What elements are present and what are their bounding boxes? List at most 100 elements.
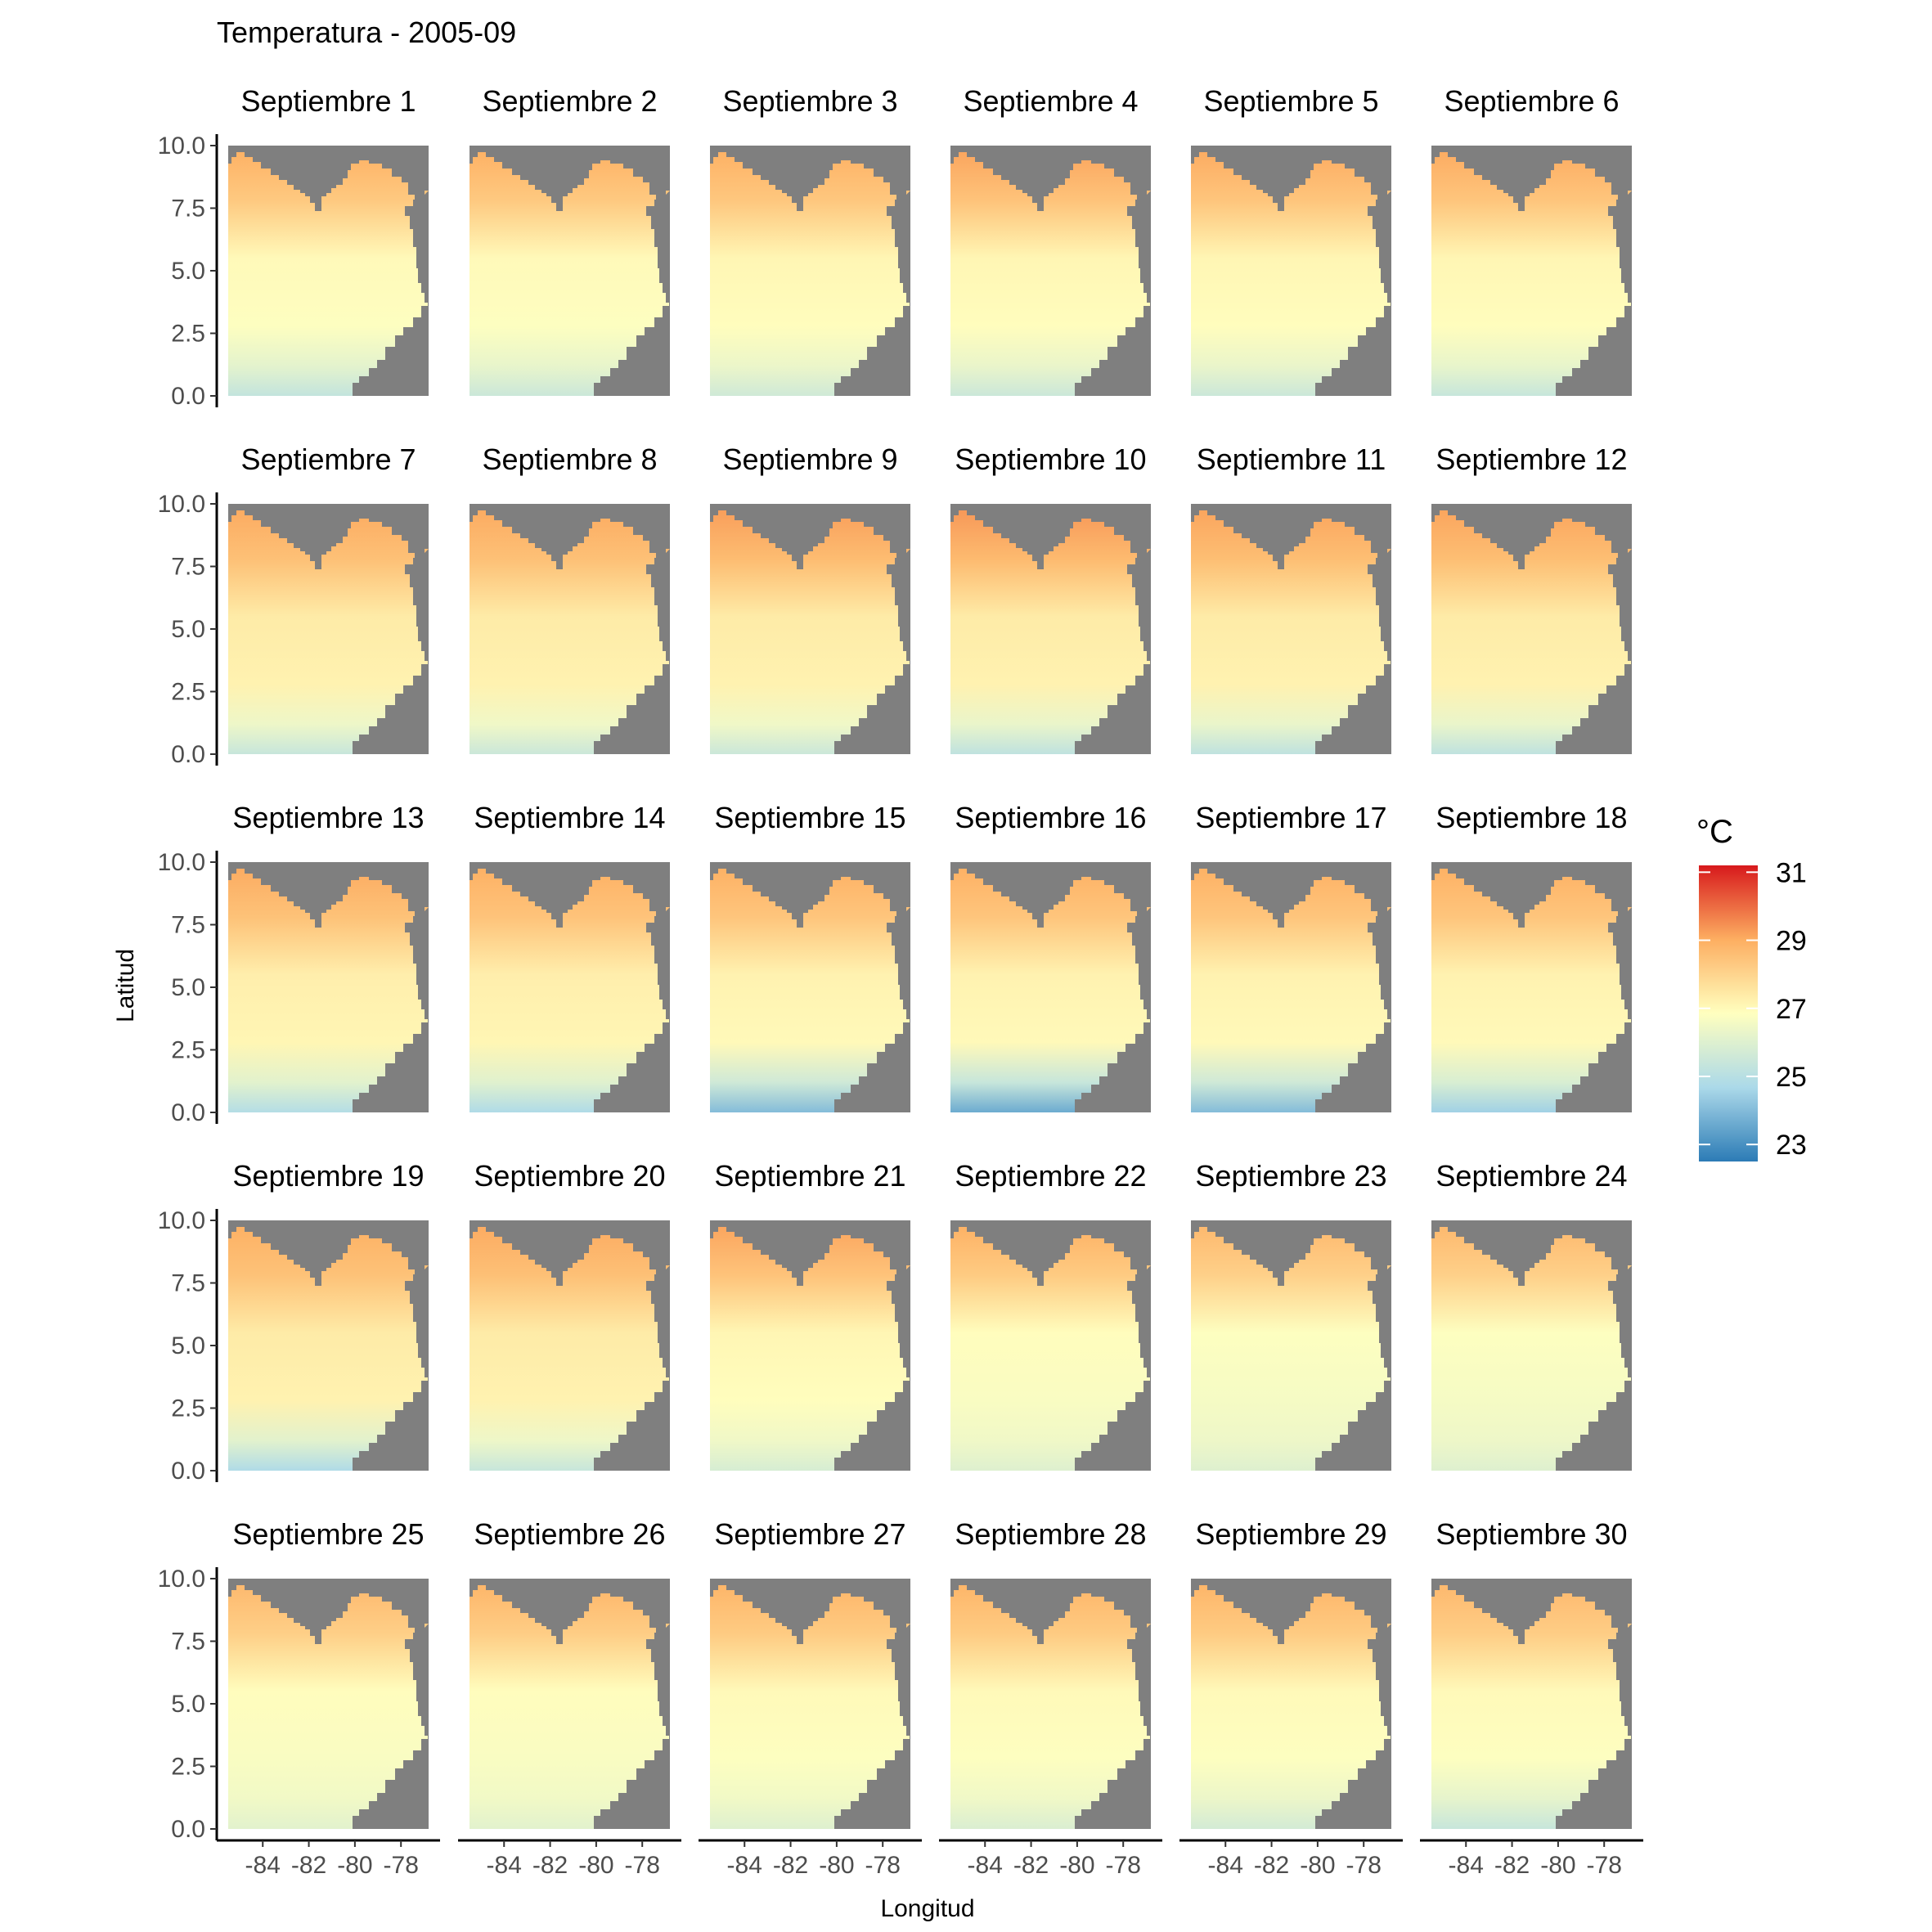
land-mask-east [594, 191, 670, 396]
facet-strip-label: Septiembre 17 [1195, 801, 1386, 834]
land-mask-east [1315, 191, 1391, 396]
y-tick-label: 2.5 [171, 321, 205, 348]
facet-panel: Septiembre 2 [470, 84, 670, 396]
land-mask-north [710, 1220, 910, 1286]
y-tick-label: 2.5 [171, 1754, 205, 1781]
facet-strip-label: Septiembre 5 [1203, 84, 1378, 118]
x-tick-label: -84 [1208, 1852, 1243, 1879]
facet-strip-label: Septiembre 28 [955, 1517, 1146, 1551]
land-mask-east [1556, 907, 1632, 1112]
x-axis: -84 -82 -80 -78 [699, 1839, 922, 1879]
x-tick-label: -84 [487, 1852, 522, 1879]
y-axis: 0.0 2.5 5.0 7.5 10.0 [158, 133, 218, 410]
land-mask-east [353, 1265, 429, 1471]
facet-panel: Septiembre 18 [1431, 801, 1632, 1112]
facet-panel: Septiembre 23 [1191, 1159, 1391, 1471]
land-mask-north [1431, 1220, 1632, 1286]
legend-colorbar [1699, 865, 1758, 1161]
land-mask-north [470, 1579, 670, 1644]
y-axis: 0.0 2.5 5.0 7.5 10.0 [158, 491, 218, 768]
facet-strip-label: Septiembre 6 [1444, 84, 1619, 118]
facet-panel: Septiembre 19 [228, 1159, 429, 1471]
x-tick-label: -84 [727, 1852, 762, 1879]
y-tick-label: 2.5 [171, 679, 205, 706]
legend-title: °C [1696, 814, 1733, 850]
facet-strip-label: Septiembre 20 [474, 1159, 665, 1193]
land-mask-east [594, 907, 670, 1112]
facet-strip-label: Septiembre 14 [474, 801, 665, 834]
facet-panel: Septiembre 25 [228, 1517, 429, 1829]
x-axis: -84 -82 -80 -78 [217, 1839, 440, 1879]
facet-strip-label: Septiembre 8 [482, 443, 657, 476]
x-tick-label: -82 [773, 1852, 808, 1879]
land-mask-north [228, 146, 429, 211]
land-mask-north [470, 504, 670, 569]
y-tick-label: 5.0 [171, 258, 205, 285]
facet-strip-label: Septiembre 19 [232, 1159, 424, 1193]
y-tick-label: 10.0 [158, 849, 205, 876]
facet-panel: Septiembre 30 [1431, 1517, 1632, 1829]
land-mask-north [950, 504, 1151, 569]
y-tick-label: 5.0 [171, 1691, 205, 1718]
facet-panel: Septiembre 28 [950, 1517, 1151, 1829]
land-mask-north [228, 504, 429, 569]
facet-panel: Septiembre 13 [228, 801, 429, 1112]
facet-strip-label: Septiembre 25 [232, 1517, 424, 1551]
facet-strip-label: Septiembre 10 [955, 443, 1146, 476]
y-tick-label: 10.0 [158, 133, 205, 160]
land-mask-north [1431, 146, 1632, 211]
facet-strip-label: Septiembre 4 [963, 84, 1138, 118]
land-mask-north [710, 1579, 910, 1644]
land-mask-east [1315, 1624, 1391, 1829]
facet-strip-label: Septiembre 2 [482, 84, 657, 118]
x-tick-label: -84 [245, 1852, 281, 1879]
facet-panel: Septiembre 1 [228, 84, 429, 396]
x-tick-label: -84 [968, 1852, 1003, 1879]
land-mask-north [1431, 862, 1632, 928]
land-mask-north [1191, 1579, 1391, 1644]
land-mask-north [710, 504, 910, 569]
land-mask-east [1556, 1265, 1632, 1471]
facet-panel: Septiembre 11 [1191, 443, 1391, 754]
facet-panels: Septiembre 1 Septiembre 2 Septiembre 3 Sept… [228, 84, 1632, 1829]
x-tick-label: -78 [1587, 1852, 1622, 1879]
y-tick-label: 5.0 [171, 616, 205, 643]
facet-panel: Septiembre 6 [1431, 84, 1632, 396]
x-tick-label: -78 [625, 1852, 660, 1879]
y-tick-label: 5.0 [171, 974, 205, 1001]
land-mask-north [710, 862, 910, 928]
x-tick-label: -80 [1059, 1852, 1094, 1879]
facet-panel: Septiembre 7 [228, 443, 429, 754]
facet-strip-label: Septiembre 16 [955, 801, 1146, 834]
legend-tick-label: 27 [1776, 994, 1807, 1025]
land-mask-east [834, 1624, 910, 1829]
x-tick-label: -78 [1346, 1852, 1382, 1879]
y-tick-label: 7.5 [171, 1629, 205, 1656]
facet-panel: Septiembre 5 [1191, 84, 1391, 396]
land-mask-east [594, 1265, 670, 1471]
facet-strip-label: Septiembre 26 [474, 1517, 665, 1551]
land-mask-east [353, 1624, 429, 1829]
facet-panel: Septiembre 21 [710, 1159, 910, 1471]
land-mask-east [1315, 1265, 1391, 1471]
land-mask-north [228, 1220, 429, 1286]
land-mask-north [950, 862, 1151, 928]
land-mask-east [1075, 907, 1151, 1112]
facet-strip-label: Septiembre 27 [714, 1517, 905, 1551]
land-mask-north [1191, 504, 1391, 569]
facet-strip-label: Septiembre 24 [1436, 1159, 1627, 1193]
facet-strip-label: Septiembre 15 [714, 801, 905, 834]
x-tick-label: -78 [384, 1852, 419, 1879]
land-mask-east [834, 1265, 910, 1471]
x-tick-label: -80 [578, 1852, 613, 1879]
facet-strip-label: Septiembre 3 [722, 84, 897, 118]
facet-panel: Septiembre 4 [950, 84, 1151, 396]
facet-strip-label: Septiembre 29 [1195, 1517, 1386, 1551]
facet-strip-label: Septiembre 11 [1197, 443, 1386, 476]
land-mask-east [1075, 191, 1151, 396]
land-mask-north [950, 146, 1151, 211]
x-axis: -84 -82 -80 -78 [1420, 1839, 1643, 1879]
facet-strip-label: Septiembre 1 [240, 84, 416, 118]
x-tick-label: -82 [1254, 1852, 1289, 1879]
y-tick-label: 2.5 [171, 1395, 205, 1422]
